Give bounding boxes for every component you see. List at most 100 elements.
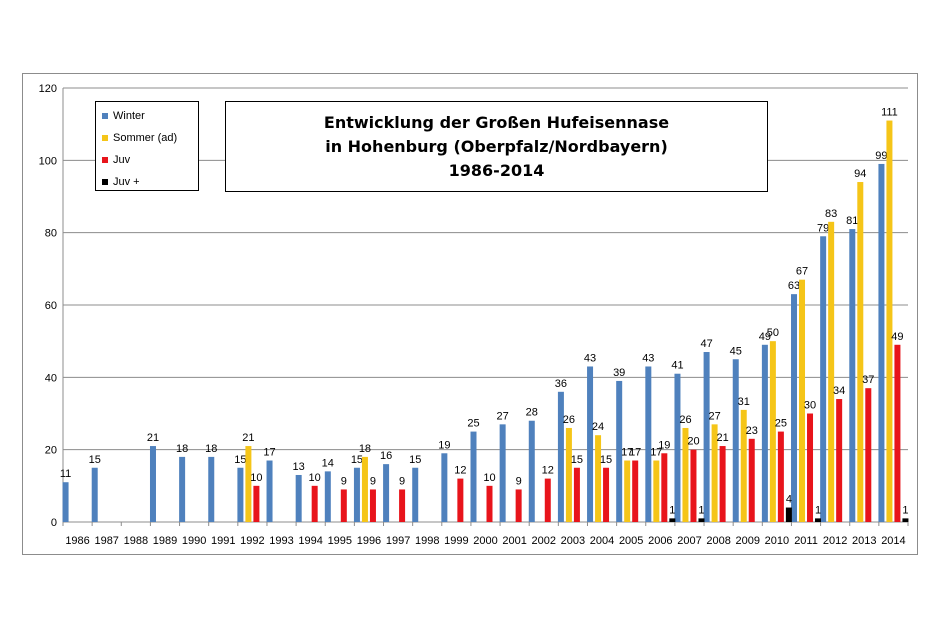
y-tick-label: 20 — [45, 445, 57, 457]
data-label: 15 — [89, 454, 101, 466]
y-tick-label: 120 — [39, 83, 57, 95]
chart-title-line-2: in Hohenburg (Oberpfalz/Nordbayern) — [325, 136, 668, 156]
legend-swatch — [102, 135, 108, 141]
bar-juv — [457, 478, 464, 522]
bar-winter — [62, 482, 69, 522]
bar-juv — [399, 489, 406, 522]
x-tick-label: 1991 — [211, 535, 235, 547]
data-label: 1 — [902, 504, 908, 516]
legend-label: Winter — [113, 110, 145, 122]
x-tick-label: 2010 — [765, 535, 789, 547]
data-label: 81 — [846, 215, 858, 227]
bar-winter — [878, 163, 885, 522]
bar-winter — [820, 236, 827, 523]
data-label: 111 — [881, 107, 898, 119]
data-label: 10 — [309, 472, 321, 484]
x-tick-label: 2008 — [706, 535, 730, 547]
x-tick-label: 1995 — [328, 535, 352, 547]
bar-winter — [703, 352, 710, 522]
data-label: 26 — [679, 414, 691, 426]
bar-sommer-ad- — [595, 435, 602, 522]
bar-winter — [557, 391, 564, 522]
data-label: 27 — [497, 410, 509, 422]
x-tick-label: 2001 — [502, 535, 526, 547]
bar-winter — [208, 456, 215, 522]
bar-juv — [515, 489, 522, 522]
bar-sommer-ad- — [653, 460, 660, 522]
data-label: 15 — [409, 454, 421, 466]
bar-winter — [674, 373, 681, 522]
data-label: 49 — [891, 331, 903, 343]
chart-title-line-1: Entwicklung der Großen Hufeisennase — [323, 112, 670, 132]
data-label: 10 — [483, 472, 495, 484]
data-label: 21 — [242, 432, 254, 444]
bar-juv — [573, 467, 580, 522]
data-label: 1 — [698, 504, 704, 516]
x-tick-label: 2007 — [677, 535, 701, 547]
x-tick-label: 1990 — [182, 535, 206, 547]
x-tick-label: 2011 — [794, 535, 818, 547]
bar-winter — [616, 380, 623, 522]
bar-winter — [295, 474, 302, 522]
data-label: 39 — [613, 367, 625, 379]
bar-winter — [645, 366, 652, 522]
data-label: 30 — [804, 400, 816, 412]
data-label: 63 — [788, 280, 800, 292]
bar-sommer-ad- — [565, 427, 572, 522]
x-tick-label: 2014 — [881, 535, 905, 547]
data-label: 18 — [205, 443, 217, 455]
bar-juv- — [785, 507, 792, 522]
bar-sommer-ad- — [245, 446, 252, 522]
data-label: 15 — [234, 454, 246, 466]
bar-winter — [441, 453, 448, 522]
data-label: 14 — [322, 457, 334, 469]
x-tick-label: 2005 — [619, 535, 643, 547]
data-label: 43 — [584, 352, 596, 364]
data-label: 49 — [759, 331, 771, 343]
data-label: 1 — [669, 504, 675, 516]
data-label: 25 — [467, 418, 479, 430]
chart-legend: Winter Sommer (ad) Juv Juv + — [95, 101, 199, 191]
data-label: 10 — [250, 472, 262, 484]
legend-item: Sommer (ad) — [102, 127, 198, 149]
data-label: 17 — [263, 447, 275, 459]
x-tick-label: 1993 — [269, 535, 293, 547]
bar-juv — [807, 413, 814, 522]
y-tick-label: 100 — [39, 155, 57, 167]
bar-sommer-ad- — [740, 409, 747, 522]
data-label: 13 — [293, 461, 305, 473]
bar-juv — [777, 431, 784, 522]
x-tick-label: 2009 — [735, 535, 759, 547]
chart-title-box: Entwicklung der Großen Hufeisennase in H… — [225, 101, 768, 192]
legend-item: Winter — [102, 105, 198, 127]
data-label: 18 — [359, 443, 371, 455]
bar-sommer-ad- — [799, 279, 806, 522]
x-tick-label: 2006 — [648, 535, 672, 547]
bar-sommer-ad- — [361, 456, 368, 522]
data-label: 21 — [147, 432, 159, 444]
data-label: 28 — [526, 407, 538, 419]
bar-winter — [266, 460, 273, 522]
data-label: 9 — [399, 475, 405, 487]
data-label: 17 — [650, 447, 662, 459]
data-label: 15 — [571, 454, 583, 466]
data-label: 17 — [629, 447, 641, 459]
bar-winter — [791, 294, 798, 522]
data-label: 94 — [854, 168, 866, 180]
bar-juv- — [669, 518, 676, 522]
x-tick-label: 1987 — [94, 535, 118, 547]
bar-juv — [836, 399, 843, 522]
x-tick-label: 1994 — [298, 535, 322, 547]
bar-juv — [544, 478, 551, 522]
bar-juv- — [698, 518, 705, 522]
data-label: 19 — [658, 439, 670, 451]
data-label: 24 — [592, 421, 604, 433]
legend-swatch — [102, 179, 108, 185]
data-label: 12 — [542, 465, 554, 477]
legend-swatch — [102, 157, 108, 163]
data-label: 15 — [600, 454, 612, 466]
bar-sommer-ad- — [682, 427, 689, 522]
legend-label: Juv — [113, 154, 131, 166]
x-tick-label: 1992 — [240, 535, 264, 547]
